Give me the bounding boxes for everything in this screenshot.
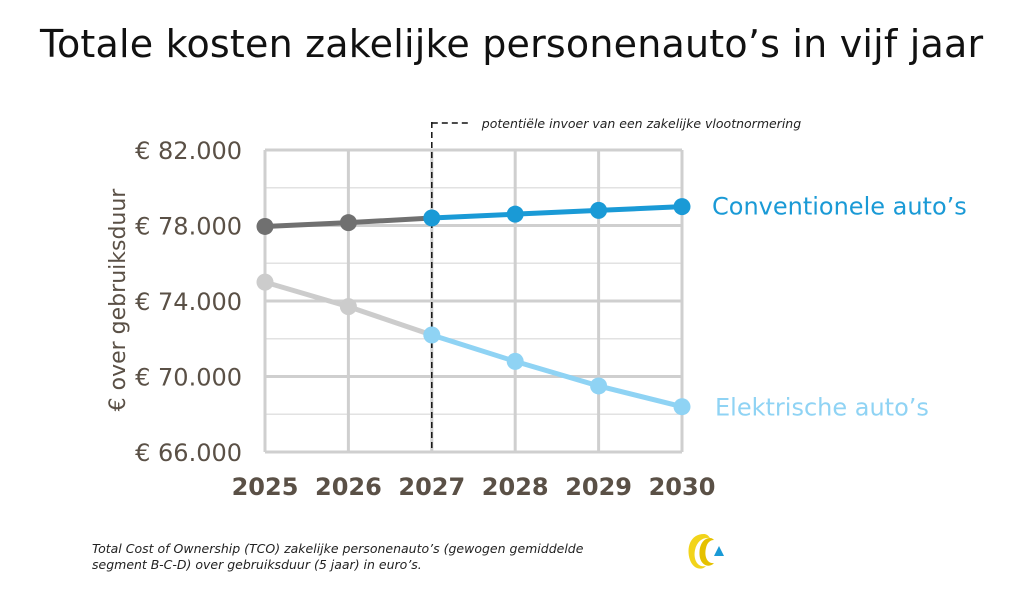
axis-labels: € 66.000 € 70.000 € 74.000 € 78.000 € 82.000… bbox=[135, 137, 715, 501]
series-label: Elektrische auto’s bbox=[715, 394, 929, 422]
caption-line-1: Total Cost of Ownership (TCO) zakelijke … bbox=[92, 541, 584, 556]
series-line-projected bbox=[431, 204, 683, 221]
y-tick-label: € 70.000 bbox=[135, 364, 242, 392]
data-point bbox=[339, 298, 357, 316]
y-tick-label: € 82.000 bbox=[135, 137, 242, 165]
data-point bbox=[506, 352, 524, 370]
series-group: Conventionele auto’s Elektrische auto’s bbox=[256, 193, 967, 422]
series-label: Conventionele auto’s bbox=[712, 193, 967, 221]
page-title: Totale kosten zakelijke personenauto’s i… bbox=[40, 22, 984, 66]
annotation-group: potentiële invoer van een zakelijke vloo… bbox=[431, 116, 801, 452]
organization-logo bbox=[688, 534, 724, 569]
data-point bbox=[423, 326, 441, 344]
x-tick-label: 2029 bbox=[565, 473, 632, 501]
data-point bbox=[256, 217, 274, 235]
data-point bbox=[590, 377, 608, 395]
data-point bbox=[506, 205, 524, 223]
data-point bbox=[256, 273, 274, 291]
y-tick-label: € 74.000 bbox=[135, 288, 242, 316]
x-tick-label: 2030 bbox=[649, 473, 716, 501]
series-line-projected bbox=[431, 332, 683, 410]
data-point bbox=[673, 398, 691, 416]
x-tick-label: 2028 bbox=[482, 473, 549, 501]
data-point bbox=[423, 209, 441, 227]
x-tick-label: 2027 bbox=[398, 473, 465, 501]
x-tick-label: 2026 bbox=[315, 473, 382, 501]
data-point bbox=[339, 214, 357, 232]
y-tick-label: € 66.000 bbox=[135, 439, 242, 467]
caption-line-2: segment B-C-D) over gebruiksduur (5 jaar… bbox=[92, 557, 422, 572]
data-point bbox=[590, 201, 608, 219]
x-tick-label: 2025 bbox=[232, 473, 299, 501]
y-tick-label: € 78.000 bbox=[135, 213, 242, 241]
annotation-label: potentiële invoer van een zakelijke vloo… bbox=[481, 116, 801, 131]
data-point bbox=[673, 198, 691, 216]
y-axis-label: € over gebruiksduur bbox=[106, 188, 131, 412]
chart-caption: Total Cost of Ownership (TCO) zakelijke … bbox=[92, 541, 692, 573]
